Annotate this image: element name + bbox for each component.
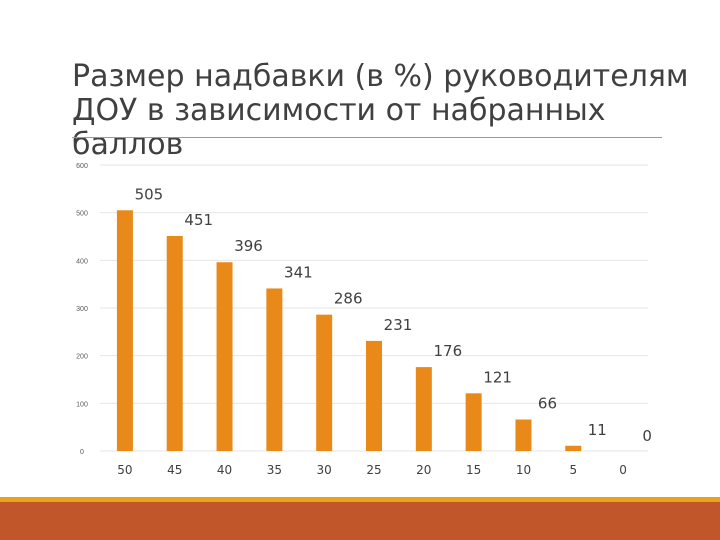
y-axis-ticks: 0 100 200 300 400 500 600 (76, 163, 88, 456)
y-tick-label: 100 (76, 401, 88, 408)
data-label: 66 (538, 395, 557, 413)
bar (415, 367, 432, 451)
slide-title-line-1: Размер надбавки (в %) руководителям (72, 59, 689, 94)
footer-band (0, 502, 720, 540)
x-tick-label: 5 (569, 463, 577, 477)
data-label: 505 (135, 185, 164, 203)
bar (565, 445, 582, 451)
data-label: 0 (642, 427, 652, 445)
x-tick-label: 25 (366, 463, 381, 477)
x-tick-label: 35 (267, 463, 282, 477)
data-label: 451 (184, 211, 213, 229)
y-tick-label: 600 (76, 163, 88, 170)
x-tick-label: 40 (217, 463, 232, 477)
x-tick-label: 0 (619, 463, 627, 477)
y-tick-label: 500 (76, 211, 88, 218)
title-underline (72, 137, 662, 138)
bar (366, 340, 382, 451)
bar (266, 288, 283, 451)
y-tick-label: 200 (76, 354, 88, 361)
bar (166, 236, 183, 451)
y-tick-label: 0 (80, 449, 84, 456)
y-tick-label: 400 (76, 258, 88, 265)
data-label: 121 (483, 368, 512, 386)
x-axis-ticks: 50 45 40 35 30 25 20 15 10 5 0 (117, 463, 627, 477)
slide-title-line-2: ДОУ в зависимости от набранных баллов (72, 93, 606, 162)
data-label: 231 (384, 316, 413, 334)
bar (116, 210, 133, 451)
slide-title: Размер надбавки (в %) руководителям ДОУ … (72, 60, 692, 162)
x-tick-label: 45 (167, 463, 182, 477)
x-tick-label: 30 (317, 463, 332, 477)
bar (216, 262, 233, 451)
x-tick-label: 10 (516, 463, 531, 477)
bar (515, 419, 532, 451)
data-labels: 505 451 396 341 286 231 176 121 66 11 0 (135, 185, 652, 445)
chart-bars (116, 210, 582, 451)
x-tick-label: 50 (117, 463, 132, 477)
data-label: 341 (284, 263, 313, 281)
data-label: 396 (234, 237, 263, 255)
x-tick-label: 20 (416, 463, 431, 477)
data-label: 286 (334, 290, 363, 308)
footer-accent-stripe (0, 497, 720, 502)
bar (316, 314, 333, 451)
bar (465, 393, 482, 451)
y-tick-label: 300 (76, 306, 88, 313)
x-tick-label: 15 (466, 463, 481, 477)
data-label: 11 (588, 421, 607, 439)
data-label: 176 (433, 342, 462, 360)
